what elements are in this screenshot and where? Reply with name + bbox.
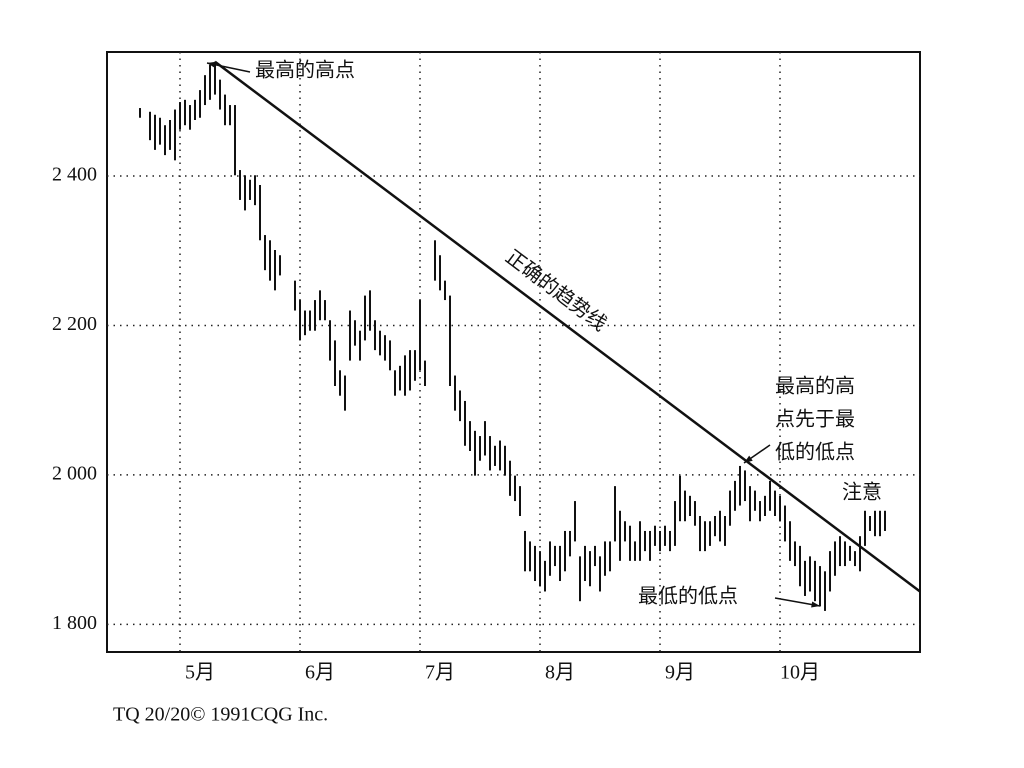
plot-frame (106, 51, 921, 653)
annotation: 最低的低点 (638, 585, 738, 608)
y-tick-label: 1 800 (52, 612, 97, 634)
x-tick-label: 8月 (545, 662, 575, 684)
annotation: 点先于最 (775, 408, 855, 431)
x-tick-label: 10月 (780, 662, 820, 684)
x-tick-label: 5月 (185, 662, 215, 684)
annotation: 最高的高 (775, 375, 855, 398)
annotation: 最高的高点 (255, 59, 355, 82)
y-tick-label: 2 200 (52, 313, 97, 335)
x-tick-label: 7月 (425, 662, 455, 684)
annotation: 注意 (842, 481, 882, 504)
y-tick-label: 2 000 (52, 463, 97, 485)
source-note: TQ 20/20© 1991CQG Inc. (113, 704, 328, 726)
annotation: 低的低点 (775, 441, 855, 464)
x-tick-label: 9月 (665, 662, 695, 684)
trend-line (214, 60, 921, 593)
arrow-head (811, 601, 820, 608)
arrow-head (744, 455, 753, 463)
arrow-head (207, 61, 216, 68)
x-tick-label: 6月 (305, 662, 335, 684)
y-tick-label: 2 400 (52, 164, 97, 186)
